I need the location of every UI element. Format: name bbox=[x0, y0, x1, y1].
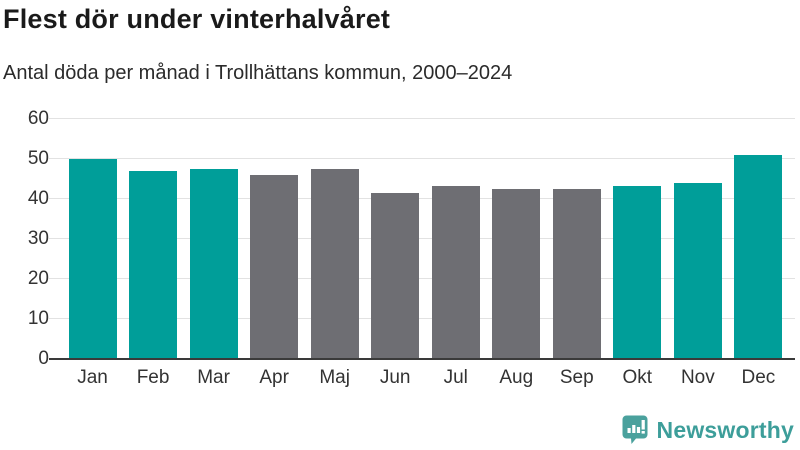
x-tick-label-jan: Jan bbox=[77, 367, 108, 388]
bar-jan bbox=[68, 159, 117, 359]
chart-title: Flest dör under vinterhalvåret bbox=[3, 4, 391, 34]
bar-feb bbox=[129, 171, 178, 359]
y-tick-label-0: 0 bbox=[38, 348, 49, 369]
y-tick-label-50: 50 bbox=[27, 148, 49, 169]
chart-subtitle: Antal döda per månad i Trollhättans komm… bbox=[3, 62, 513, 84]
bar-apr bbox=[250, 174, 299, 359]
x-tick-label-sep: Sep bbox=[559, 367, 594, 388]
bar-dec bbox=[734, 155, 783, 359]
x-axis-labels: Jan Feb Mar Apr Maj Jun Jul Aug Sep Okt Nov Dec bbox=[56, 367, 795, 389]
bar-aug bbox=[492, 188, 541, 359]
bar-maj bbox=[310, 169, 359, 359]
bar-series bbox=[56, 119, 795, 359]
x-tick-label-aug: Aug bbox=[499, 367, 534, 388]
bar-sep bbox=[552, 188, 601, 359]
y-tick-label-20: 20 bbox=[27, 268, 49, 289]
gridline-30 bbox=[49, 238, 795, 239]
bar-jul bbox=[431, 185, 480, 359]
gridline-40 bbox=[49, 198, 795, 199]
newsworthy-bubble-icon bbox=[622, 415, 648, 444]
x-tick-label-jun: Jun bbox=[379, 367, 411, 388]
bar-jun bbox=[371, 193, 420, 359]
newsworthy-logo[interactable]: Newsworthy bbox=[621, 414, 794, 446]
y-tick-label-30: 30 bbox=[27, 228, 49, 249]
y-tick-label-60: 60 bbox=[27, 108, 49, 129]
newsworthy-logo-text: Newsworthy bbox=[656, 416, 794, 443]
x-tick-label-jul: Jul bbox=[443, 367, 468, 388]
bar-nov bbox=[673, 183, 722, 359]
gridline-10 bbox=[49, 318, 795, 319]
x-tick-label-maj: Maj bbox=[319, 367, 350, 388]
y-tick-label-10: 10 bbox=[27, 308, 49, 329]
x-tick-label-mar: Mar bbox=[197, 367, 230, 388]
x-tick-label-feb: Feb bbox=[136, 367, 170, 388]
x-axis-line bbox=[49, 357, 795, 360]
gridline-20 bbox=[49, 278, 795, 279]
bar-okt bbox=[613, 185, 662, 359]
plot-area bbox=[49, 118, 795, 360]
gridline-60 bbox=[49, 118, 795, 119]
bar-mar bbox=[189, 169, 238, 359]
x-tick-label-apr: Apr bbox=[259, 367, 289, 388]
x-tick-label-dec: Dec bbox=[741, 367, 776, 388]
x-tick-label-nov: Nov bbox=[680, 367, 715, 388]
gridline-50 bbox=[49, 158, 795, 159]
y-tick-label-40: 40 bbox=[27, 188, 49, 209]
x-tick-label-okt: Okt bbox=[622, 367, 653, 388]
